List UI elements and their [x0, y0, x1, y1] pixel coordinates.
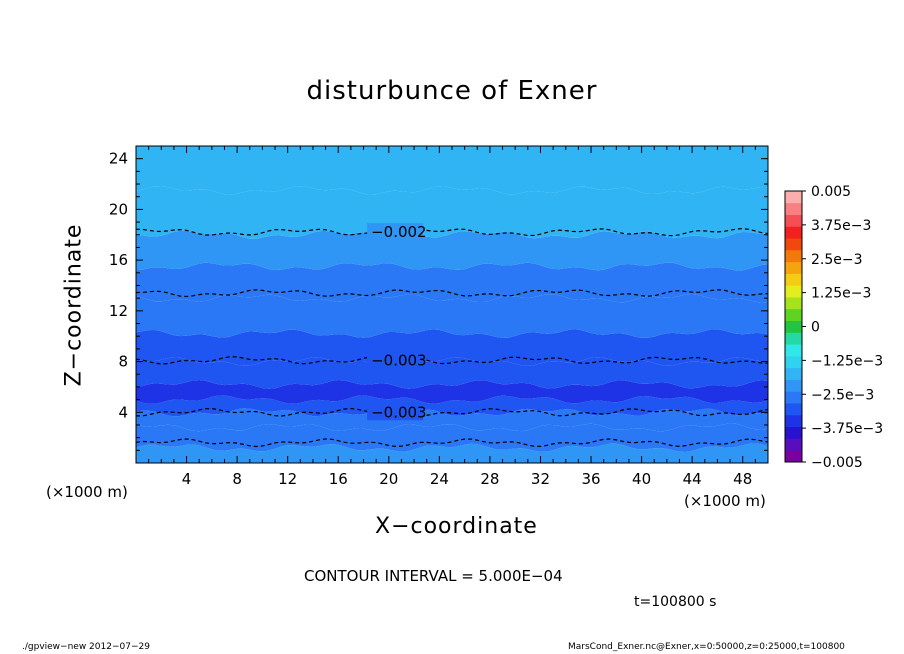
colorbar-swatch [785, 320, 802, 333]
x-tick-label: 44 [683, 470, 702, 488]
colorbar-swatch [785, 426, 802, 439]
colorbar-label: −2.5e−3 [811, 387, 874, 403]
x-tick-label: 4 [182, 470, 192, 488]
colorbar-swatch [785, 273, 802, 286]
colorbar-label: 0.005 [811, 184, 851, 200]
colorbar-swatch [785, 202, 802, 215]
contour-label-bg [367, 223, 424, 241]
colorbar-swatch [785, 285, 802, 298]
y-tick-label: 12 [109, 302, 128, 320]
x-axis: 4 8 12 16 20 24 28 32 36 40 44 48 [148, 146, 756, 488]
contour-label-bg [367, 351, 424, 369]
footer-file-info: MarsCond_Exner.nc@Exner,x=0:50000,z=0:25… [568, 642, 845, 652]
x-tick-label: 24 [430, 470, 449, 488]
contour-band [136, 423, 768, 452]
contour-lines [136, 227, 768, 448]
contour-band [136, 230, 768, 271]
x-tick-label: 20 [379, 470, 398, 488]
x-tick-label: 36 [581, 470, 600, 488]
colorbar-swatch [785, 344, 802, 357]
contour-band [136, 146, 768, 195]
colorbar-swatch [785, 355, 802, 369]
contour-fill [136, 146, 768, 463]
x-tick-label: 12 [278, 470, 297, 488]
colorbar-swatch [785, 226, 802, 239]
y-tick-label: 4 [118, 403, 128, 421]
colorbar-swatch [785, 249, 802, 263]
contour-band [136, 408, 768, 432]
contour-label-bg [367, 403, 424, 421]
contour-interval-note: CONTOUR INTERVAL = 5.000E−04 [304, 567, 563, 585]
y-tick-label: 24 [109, 150, 128, 168]
chart-title: disturbunce of Exner [306, 76, 598, 106]
colorbar-swatch [785, 414, 802, 428]
x-tick-label: 32 [531, 470, 550, 488]
colorbar: 0.005 3.75e−3 2.5e−3 1.25e−3 0 −1.25e−3 −2.5e−… [784, 184, 883, 471]
contour-band [136, 329, 768, 366]
colorbar-label: 3.75e−3 [811, 218, 871, 234]
contour-line [136, 356, 768, 365]
x-tick-label: 48 [733, 470, 752, 488]
colorbar-swatch [785, 191, 802, 204]
contour-line [136, 438, 768, 448]
y-axis-unit: (×1000 m) [46, 483, 128, 501]
colorbar-swatch [785, 438, 802, 451]
x-tick-label: 28 [480, 470, 499, 488]
y-tick-label: 16 [109, 251, 128, 269]
colorbar-swatch [785, 450, 802, 463]
contour-band [136, 395, 768, 417]
contour-band [136, 186, 768, 239]
contour-band [136, 443, 768, 463]
colorbar-swatch [785, 261, 802, 274]
y-axis: 4 8 12 16 20 24 [109, 150, 768, 451]
contour-label: −0.002 [371, 223, 427, 241]
x-tick-label: 40 [632, 470, 651, 488]
y-axis-label: Z−coordinate [61, 223, 87, 387]
x-axis-unit: (×1000 m) [684, 492, 766, 510]
colorbar-swatch [785, 297, 802, 310]
colorbar-label: −0.005 [811, 455, 863, 471]
colorbar-label: 0 [811, 320, 820, 336]
contour-band [136, 293, 768, 338]
contour-band [136, 262, 768, 303]
colorbar-swatch [785, 308, 802, 322]
colorbar-label: 1.25e−3 [811, 286, 871, 302]
x-tick-label: 8 [232, 470, 242, 488]
colorbar-label: −1.25e−3 [811, 353, 883, 369]
colorbar-swatch [785, 332, 802, 345]
colorbar-label: −3.75e−3 [811, 421, 883, 437]
contour-label: −0.003 [371, 351, 427, 369]
contour-band [136, 380, 768, 404]
contour-line [136, 227, 768, 237]
x-axis-label: X−coordinate [375, 514, 538, 539]
contour-line [136, 407, 768, 417]
colorbar-swatch [785, 214, 802, 227]
footer-program-info: ./gpview−new 2012−07−29 [22, 642, 150, 652]
y-tick-label: 20 [109, 200, 128, 218]
colorbar-swatch [785, 391, 802, 404]
time-label: t=100800 s [634, 594, 717, 610]
contour-label: −0.003 [371, 403, 427, 421]
contour-band [136, 357, 768, 389]
contour-line [136, 289, 768, 298]
colorbar-swatch [785, 367, 802, 380]
x-tick-label: 16 [329, 470, 348, 488]
colorbar-swatch [785, 379, 802, 392]
colorbar-swatch [785, 403, 802, 416]
contour-labels: −0.002 −0.003 −0.003 [367, 223, 427, 421]
colorbar-label: 2.5e−3 [811, 252, 863, 268]
colorbar-swatch [785, 238, 802, 251]
y-tick-label: 8 [118, 353, 128, 371]
